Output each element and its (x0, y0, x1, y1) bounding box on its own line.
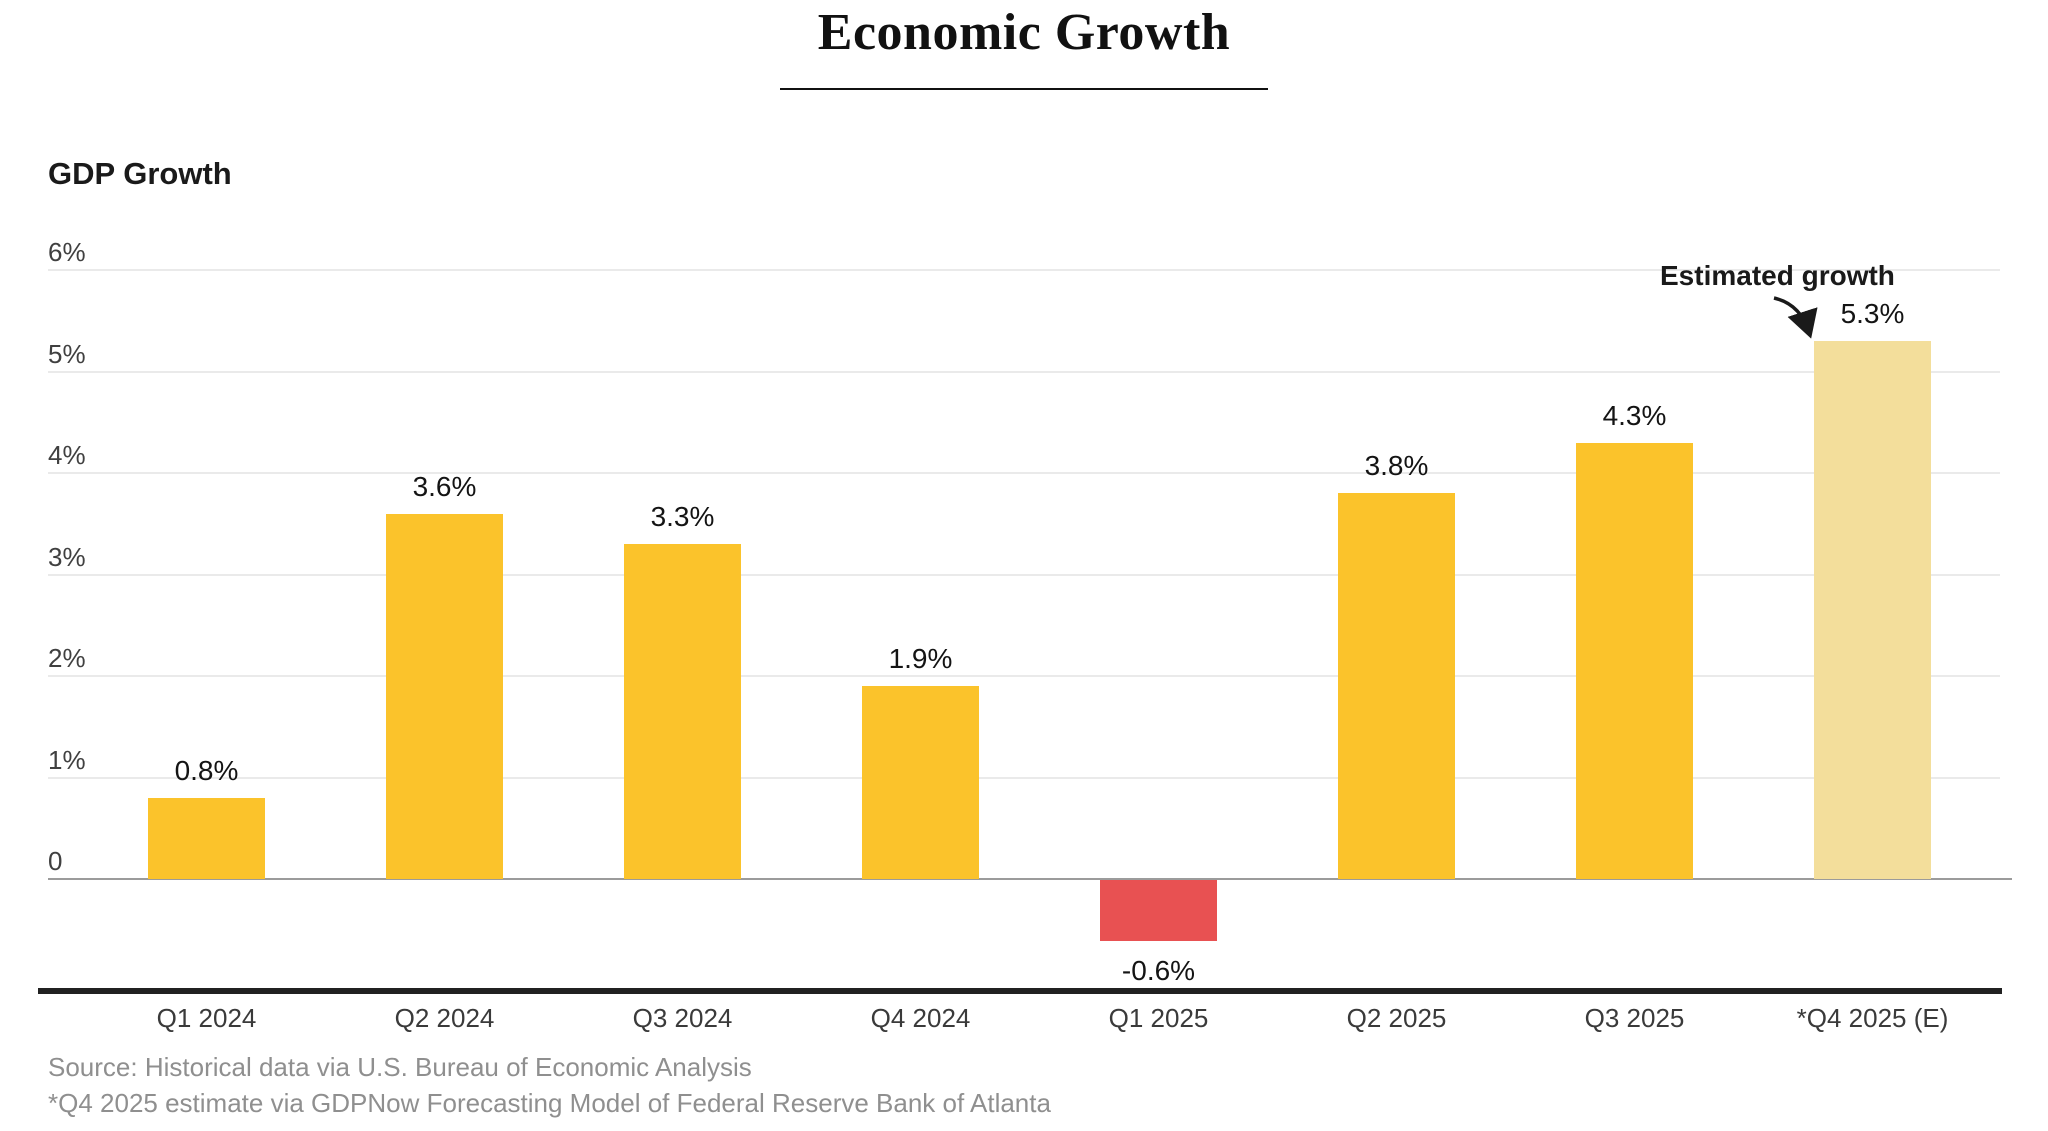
bar-q1-2024 (148, 798, 265, 879)
x-tick-q2-2024: Q2 2024 (394, 1003, 495, 1033)
chart-subtitle: GDP Growth (48, 156, 232, 191)
gridline-2 (48, 675, 2000, 677)
x-axis-line (38, 988, 2002, 994)
value-label-q4-2024: 1.9% (888, 643, 953, 674)
y-tick-1: 1% (48, 745, 86, 775)
x-tick-q4-2024: Q4 2024 (870, 1003, 971, 1033)
value-label-q3-2025: 4.3% (1602, 400, 1667, 431)
x-tick-q2-2025: Q2 2025 (1346, 1003, 1447, 1033)
bar-q4-2024 (862, 686, 979, 879)
y-tick-6: 6% (48, 237, 86, 267)
x-tick-q1-2025: Q1 2025 (1108, 1003, 1209, 1033)
value-label-q4-2025-e: 5.3% (1840, 298, 1905, 329)
value-label-q2-2025: 3.8% (1364, 450, 1429, 481)
x-tick-q3-2024: Q3 2024 (632, 1003, 733, 1033)
bar-q1-2025 (1100, 880, 1217, 941)
y-tick-4: 4% (48, 440, 86, 470)
bar-q2-2025 (1338, 493, 1455, 879)
y-tick-2: 2% (48, 643, 86, 673)
value-label-q2-2024: 3.6% (412, 471, 477, 502)
x-tick-q1-2024: Q1 2024 (156, 1003, 257, 1033)
value-label-q3-2024: 3.3% (650, 501, 715, 532)
bar-q2-2024 (386, 514, 503, 879)
estimated-growth-annotation: Estimated growth (1660, 260, 1895, 291)
y-tick-0: 0 (48, 846, 63, 876)
bar-q3-2024 (624, 544, 741, 879)
zero-baseline (48, 878, 2012, 880)
gridline-5 (48, 371, 2000, 373)
source-line-1: Source: Historical data via U.S. Bureau … (48, 1052, 752, 1082)
gridline-6 (48, 269, 2000, 271)
source-line-2: *Q4 2025 estimate via GDPNow Forecasting… (48, 1088, 1051, 1118)
x-tick-q4-2025-e: *Q4 2025 (E) (1796, 1003, 1949, 1033)
bar-q4-2025-e (1814, 341, 1931, 879)
gridline-1 (48, 777, 2000, 779)
value-label-q1-2024: 0.8% (174, 755, 239, 786)
curved-arrow-icon (1773, 296, 1818, 339)
y-tick-5: 5% (48, 339, 86, 369)
y-tick-3: 3% (48, 542, 86, 572)
title-underline (780, 88, 1268, 90)
value-label-q1-2025: -0.6% (1121, 955, 1196, 986)
x-tick-q3-2025: Q3 2025 (1584, 1003, 1685, 1033)
gridline-4 (48, 472, 2000, 474)
bar-q3-2025 (1576, 443, 1693, 879)
gridline-3 (48, 574, 2000, 576)
page-title: Economic Growth (817, 4, 1231, 61)
